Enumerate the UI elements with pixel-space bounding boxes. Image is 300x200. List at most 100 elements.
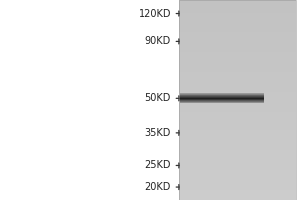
- Bar: [178, 3, 296, 5]
- Bar: [178, 17, 296, 18]
- Bar: [178, 10, 296, 12]
- Bar: [178, 168, 296, 170]
- Bar: [178, 117, 296, 118]
- Bar: [180, 102, 264, 103]
- Bar: [180, 100, 264, 101]
- Bar: [180, 94, 264, 95]
- Text: 50KD: 50KD: [145, 93, 171, 103]
- Bar: [178, 122, 296, 123]
- Bar: [178, 185, 296, 187]
- Bar: [178, 48, 296, 50]
- Bar: [180, 97, 264, 98]
- Bar: [178, 62, 296, 63]
- Bar: [178, 167, 296, 168]
- Bar: [178, 120, 296, 122]
- Bar: [178, 75, 296, 77]
- Bar: [178, 32, 296, 33]
- Bar: [178, 15, 296, 17]
- Text: 90KD: 90KD: [145, 36, 171, 46]
- Bar: [178, 57, 296, 58]
- Bar: [178, 47, 296, 48]
- Bar: [178, 25, 296, 27]
- Bar: [178, 23, 296, 25]
- Bar: [178, 142, 296, 143]
- Bar: [178, 178, 296, 180]
- Bar: [178, 183, 296, 185]
- Bar: [178, 42, 296, 43]
- Bar: [178, 145, 296, 147]
- Bar: [178, 128, 296, 130]
- Bar: [178, 155, 296, 157]
- Bar: [178, 158, 296, 160]
- Bar: [178, 8, 296, 10]
- Bar: [180, 99, 264, 100]
- Bar: [178, 97, 296, 98]
- Bar: [178, 12, 296, 13]
- Bar: [178, 55, 296, 57]
- Bar: [178, 18, 296, 20]
- Bar: [178, 60, 296, 62]
- Bar: [178, 28, 296, 30]
- Bar: [178, 125, 296, 127]
- Bar: [178, 118, 296, 120]
- Bar: [178, 22, 296, 23]
- Bar: [178, 132, 296, 133]
- Bar: [178, 190, 296, 192]
- Bar: [180, 98, 264, 99]
- Bar: [178, 133, 296, 135]
- Bar: [178, 187, 296, 188]
- Bar: [178, 162, 296, 163]
- Bar: [178, 83, 296, 85]
- Bar: [178, 77, 296, 78]
- Bar: [178, 135, 296, 137]
- Bar: [178, 38, 296, 40]
- Bar: [178, 153, 296, 155]
- Bar: [178, 182, 296, 183]
- Bar: [178, 72, 296, 73]
- Bar: [178, 160, 296, 162]
- Bar: [178, 35, 296, 37]
- Bar: [178, 197, 296, 198]
- Bar: [178, 13, 296, 15]
- Bar: [178, 173, 296, 175]
- Bar: [178, 40, 296, 42]
- Bar: [178, 58, 296, 60]
- Bar: [178, 140, 296, 142]
- Bar: [180, 95, 264, 96]
- Bar: [178, 88, 296, 90]
- Bar: [178, 53, 296, 55]
- Bar: [178, 130, 296, 132]
- Bar: [178, 150, 296, 152]
- Bar: [178, 152, 296, 153]
- Bar: [178, 170, 296, 172]
- Bar: [178, 148, 296, 150]
- Bar: [180, 93, 264, 94]
- Bar: [178, 33, 296, 35]
- Bar: [178, 87, 296, 88]
- Bar: [178, 103, 296, 105]
- Bar: [178, 138, 296, 140]
- Bar: [178, 137, 296, 138]
- Bar: [178, 172, 296, 173]
- Bar: [178, 45, 296, 47]
- Bar: [178, 195, 296, 197]
- Bar: [178, 90, 296, 92]
- Bar: [178, 175, 296, 177]
- Text: 20KD: 20KD: [145, 182, 171, 192]
- Bar: [178, 105, 296, 107]
- Bar: [178, 92, 296, 93]
- Bar: [178, 98, 296, 100]
- Bar: [178, 52, 296, 53]
- Bar: [178, 100, 296, 102]
- Text: 120KD: 120KD: [139, 9, 171, 19]
- Bar: [178, 70, 296, 72]
- Bar: [178, 110, 296, 112]
- Bar: [178, 192, 296, 193]
- Bar: [178, 82, 296, 83]
- Bar: [180, 96, 264, 97]
- Bar: [178, 50, 296, 52]
- Bar: [178, 108, 296, 110]
- Bar: [178, 73, 296, 75]
- Bar: [178, 0, 296, 2]
- Bar: [178, 85, 296, 87]
